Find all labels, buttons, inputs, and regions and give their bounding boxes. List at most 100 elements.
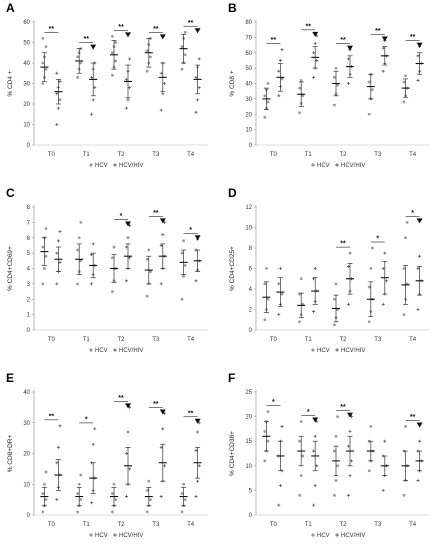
data-point-hcv <box>265 267 268 270</box>
data-point-hcv-hiv <box>313 267 317 270</box>
data-point-hcv <box>111 256 114 260</box>
data-point-hcv <box>402 100 406 104</box>
y-tick-label: 0 <box>249 513 253 519</box>
panel-b: B 0 10 20 30 40 50 60 70 80 % CD8 + T0 T1 T2 T3 T4 ** ** *… <box>228 1 430 169</box>
trend-arrow-icon <box>194 28 201 34</box>
y-tick-label: 10 <box>245 226 252 232</box>
data-point-hcv <box>333 297 336 301</box>
data-point-hcv <box>298 111 301 115</box>
panel-letter: F <box>228 371 235 385</box>
significance-label: * <box>85 416 88 423</box>
significance-label: ** <box>118 24 124 31</box>
data-point-hcv-hiv <box>312 449 316 453</box>
legend-marker-hcv-hiv <box>335 348 339 352</box>
data-point-hcv-hiv <box>126 98 130 102</box>
data-point-hcv-hiv <box>312 310 316 314</box>
data-point-hcv <box>183 498 187 502</box>
trend-arrow-icon <box>125 403 131 409</box>
data-point-hcv <box>180 67 184 71</box>
data-point-hcv-hiv <box>348 251 352 255</box>
y-axis-label: % CD8 + <box>229 70 236 96</box>
significance-label: * <box>272 399 275 406</box>
data-point-hcv-hiv <box>416 479 420 483</box>
y-tick-label: 10 <box>23 123 30 129</box>
legend-label-hcv-hiv: HCV/HIV <box>119 348 143 354</box>
y-tick-label: 70 <box>245 35 252 41</box>
data-point-hcv-hiv <box>55 461 59 465</box>
x-tick-label: T2 <box>117 337 125 343</box>
y-tick-label: 2 <box>249 308 253 314</box>
data-point-hcv-hiv <box>381 69 385 73</box>
y-tick-label: 40 <box>23 61 30 67</box>
data-point-hcv <box>333 493 336 497</box>
data-point-hcv <box>266 82 270 85</box>
data-point-hcv <box>111 73 114 77</box>
significance-label: ** <box>153 26 159 33</box>
data-point-hcv-hiv <box>350 415 354 419</box>
data-point-hcv <box>298 320 301 324</box>
x-tick-label: T2 <box>117 152 125 158</box>
data-point-hcv-hiv <box>194 448 198 452</box>
data-point-hcv-hiv <box>159 282 163 286</box>
data-point-hcv <box>299 79 303 82</box>
data-point-hcv <box>44 227 48 230</box>
trend-arrow-icon <box>125 221 131 227</box>
legend-label-hcv: HCV <box>95 163 108 169</box>
data-point-hcv-hiv <box>55 71 59 75</box>
data-point-hcv <box>77 482 81 486</box>
trend-arrow-icon <box>312 31 319 37</box>
data-point-hcv <box>180 492 184 495</box>
data-point-hcv <box>367 285 371 289</box>
data-point-hcv <box>369 425 373 428</box>
data-point-hcv <box>266 439 270 443</box>
y-tick-label: 20 <box>245 415 252 421</box>
data-point-hcv-hiv <box>346 444 350 448</box>
data-point-hcv <box>145 49 149 53</box>
x-tick-label: T0 <box>270 522 278 528</box>
data-point-hcv <box>333 75 336 79</box>
data-point-hcv <box>333 449 336 453</box>
data-point-hcv <box>76 510 79 514</box>
data-point-hcv-hiv <box>312 503 316 507</box>
data-point-hcv-hiv <box>159 243 163 247</box>
data-point-hcv-hiv <box>159 108 163 112</box>
data-point-hcv <box>333 323 336 327</box>
data-point-hcv-hiv <box>194 110 198 114</box>
trend-arrow-icon <box>416 42 423 48</box>
trend-arrow-icon <box>347 45 353 51</box>
data-point-hcv-hiv <box>162 464 166 468</box>
data-point-hcv-hiv <box>280 424 284 428</box>
data-point-hcv-hiv <box>55 498 59 502</box>
y-tick-label: 25 <box>245 390 252 396</box>
data-point-hcv-hiv <box>194 279 198 283</box>
significance-label: ** <box>188 20 194 27</box>
data-point-hcv <box>180 251 184 255</box>
y-tick-label: 10 <box>245 128 252 134</box>
x-tick-label: T0 <box>270 152 278 158</box>
y-tick-label: 5 <box>249 488 253 494</box>
x-tick-label: T1 <box>305 152 313 158</box>
y-tick-label: 3 <box>27 282 31 288</box>
panel-a: A 0 10 20 30 40 50 60 % CD4 + T0 T1 T2 T3 T4 ** ** ** ** *… <box>6 1 208 169</box>
panel-letter: C <box>6 186 15 200</box>
data-point-hcv <box>299 474 303 478</box>
trend-arrow-icon <box>159 34 166 40</box>
trend-arrow-icon <box>194 235 201 241</box>
data-point-hcv-hiv <box>161 427 165 431</box>
data-point-hcv <box>371 246 374 250</box>
data-point-hcv-hiv <box>56 445 60 449</box>
legend-label-hcv-hiv: HCV/HIV <box>119 533 143 539</box>
data-point-hcv <box>336 415 339 418</box>
data-point-hcv-hiv <box>91 242 95 246</box>
significance-label: ** <box>375 28 381 35</box>
x-tick-label: T3 <box>374 152 382 158</box>
data-point-hcv-hiv <box>277 503 281 507</box>
significance-label: * <box>189 227 192 234</box>
data-point-hcv <box>41 245 45 249</box>
y-tick-label: 0 <box>27 143 31 149</box>
data-point-hcv <box>301 454 305 458</box>
data-point-hcv <box>266 297 270 301</box>
